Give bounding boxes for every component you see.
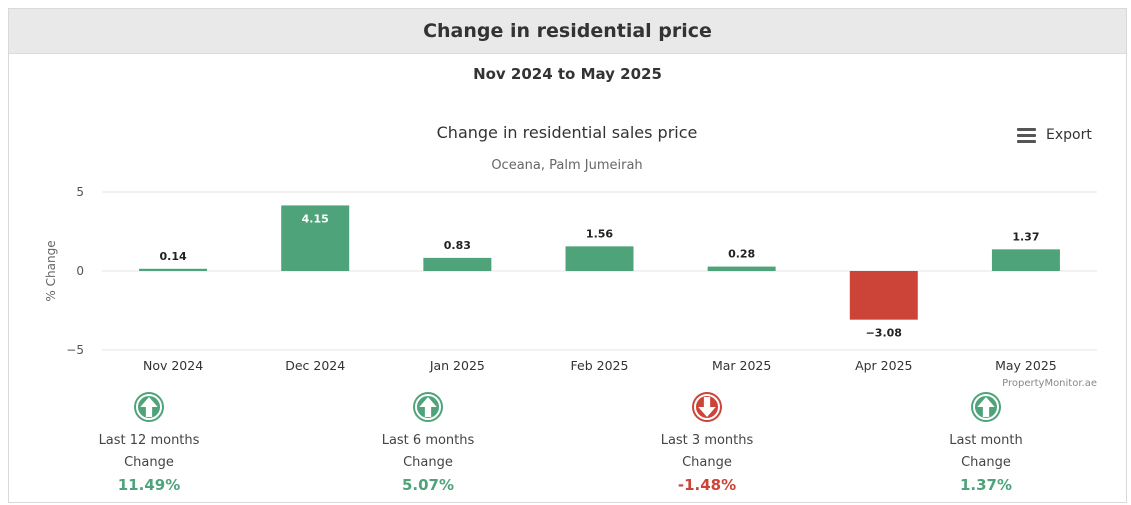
stat-change-label: Change bbox=[961, 455, 1011, 470]
data-label: 0.14 bbox=[160, 250, 187, 263]
stat-change-label: Change bbox=[682, 455, 732, 470]
stat-value: -1.48% bbox=[677, 476, 737, 494]
bar bbox=[423, 257, 492, 271]
card-header: Change in residential price bbox=[9, 9, 1126, 54]
stat-3: Last 3 months Change -1.48% bbox=[607, 392, 807, 496]
y-tick-label: −5 bbox=[66, 343, 84, 357]
data-label: 0.83 bbox=[444, 239, 471, 252]
arrow-down-circle-icon bbox=[692, 392, 722, 422]
chart-subtitle: Oceana, Palm Jumeirah bbox=[491, 158, 642, 173]
stat-period: Last month bbox=[949, 433, 1023, 448]
bar bbox=[849, 271, 918, 320]
x-tick-label: Feb 2025 bbox=[571, 358, 629, 373]
data-label: 0.28 bbox=[728, 248, 755, 261]
export-label: Export bbox=[1046, 127, 1092, 143]
date-range-subtitle: Nov 2024 to May 2025 bbox=[473, 65, 662, 83]
credit-label: PropertyMonitor.ae bbox=[1002, 378, 1097, 389]
x-tick-label: Mar 2025 bbox=[712, 358, 771, 373]
chart-title: Change in residential sales price bbox=[437, 123, 698, 142]
y-axis-label: % Change bbox=[44, 240, 58, 301]
price-change-card: Change in residential price Nov 2024 to … bbox=[8, 8, 1127, 503]
stat-period: Last 6 months bbox=[381, 433, 475, 448]
y-tick-label: 0 bbox=[76, 264, 84, 278]
stats-row: Last 12 months Change 11.49% Last 6 months C… bbox=[9, 392, 1128, 502]
hamburger-menu-icon bbox=[1017, 127, 1036, 143]
x-tick-label: Nov 2024 bbox=[143, 358, 203, 373]
stat-value: 11.49% bbox=[117, 476, 181, 494]
stat-period: Last 3 months bbox=[660, 433, 754, 448]
export-button[interactable]: Export bbox=[1017, 127, 1092, 143]
card-title: Change in residential price bbox=[423, 20, 712, 42]
bar-chart: Change in residential sales price Oceana,… bbox=[44, 123, 1097, 389]
arrow-up-circle-icon bbox=[413, 392, 443, 422]
stat-value: 1.37% bbox=[959, 476, 1013, 494]
stat-1: Last 12 months Change 11.49% bbox=[49, 392, 249, 496]
x-tick-label: Apr 2025 bbox=[855, 358, 912, 373]
data-label: −3.08 bbox=[866, 327, 902, 340]
stat-4: Last month Change 1.37% bbox=[886, 392, 1086, 496]
x-tick-label: May 2025 bbox=[995, 358, 1057, 373]
data-label: 1.56 bbox=[586, 227, 613, 240]
data-label: 4.15 bbox=[302, 212, 329, 225]
bar bbox=[707, 266, 776, 271]
data-label: 1.37 bbox=[1012, 230, 1039, 243]
stat-change-label: Change bbox=[124, 455, 174, 470]
arrow-up-circle-icon bbox=[971, 392, 1001, 422]
bar bbox=[991, 249, 1060, 271]
stat-period: Last 12 months bbox=[98, 433, 200, 448]
stat-value: 5.07% bbox=[401, 476, 455, 494]
bar bbox=[565, 246, 634, 271]
x-tick-label: Dec 2024 bbox=[285, 358, 345, 373]
stat-2: Last 6 months Change 5.07% bbox=[328, 392, 528, 496]
bar bbox=[281, 205, 350, 271]
x-tick-label: Jan 2025 bbox=[429, 358, 485, 373]
y-tick-label: 5 bbox=[76, 185, 84, 199]
arrow-up-circle-icon bbox=[134, 392, 164, 422]
stat-change-label: Change bbox=[403, 455, 453, 470]
bar bbox=[139, 268, 208, 271]
